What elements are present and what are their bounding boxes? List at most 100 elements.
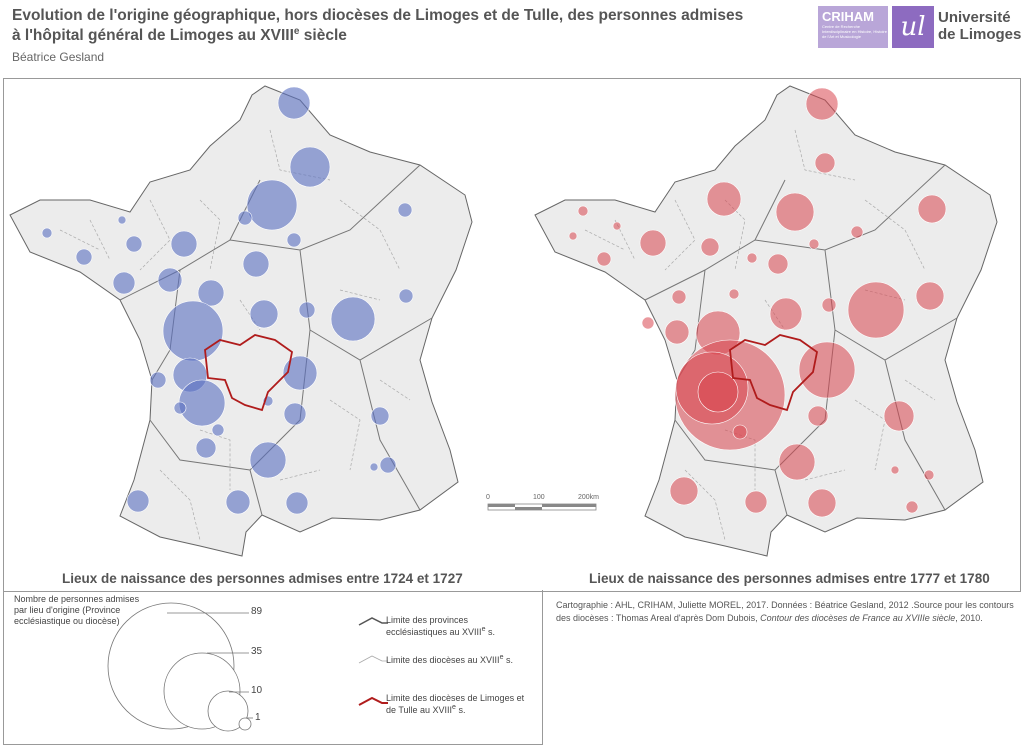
criham-logo: CRIHAM Centre de Recherche Interdiscipli… (818, 6, 888, 48)
origin-circle (249, 299, 279, 329)
origin-circle (697, 371, 739, 413)
univ-line-1: Université (938, 9, 1011, 26)
origin-circle (170, 230, 198, 258)
origin-circle (117, 215, 127, 225)
origin-circle (173, 401, 187, 415)
origin-circle (41, 227, 53, 239)
origin-circle (769, 297, 803, 331)
origin-circle (330, 296, 376, 342)
origin-circle (246, 179, 298, 231)
legend-province-line (358, 617, 388, 626)
origin-circle (369, 462, 379, 472)
origin-circle (746, 252, 758, 264)
origin-circle (162, 300, 224, 362)
origin-circle (639, 229, 667, 257)
origin-circle (850, 225, 864, 239)
universite-name: Université de Limoges (938, 9, 1021, 43)
title-line-1: Evolution de l'origine géographique, hor… (12, 7, 744, 24)
title-end: siècle (299, 27, 347, 44)
title-sup: e (293, 25, 300, 37)
criham-name: CRIHAM (822, 9, 874, 24)
suffix: s. (455, 705, 466, 715)
origin-circle (917, 194, 947, 224)
origin-circle (728, 288, 740, 300)
origin-circle (890, 465, 900, 475)
legend-circle-10 (207, 690, 249, 732)
france-outline (534, 85, 998, 557)
univ-line-2: de Limoges (938, 26, 1022, 43)
origin-circle (149, 371, 167, 389)
legend-value-1: 1 (255, 712, 261, 723)
legend-dioceses-label: Limite des diocèses au XVIIIe s. (386, 654, 536, 666)
origin-circle (289, 146, 331, 188)
credits-italic: Contour des diocèses de France au XVIIIe… (760, 613, 956, 623)
origin-circle (732, 424, 748, 440)
universite-logo-mark: ul (892, 6, 934, 48)
origin-circle (283, 402, 307, 426)
map-caption-right: Lieux de naissance des personnes admises… (589, 571, 990, 586)
sup: e (499, 654, 504, 661)
origin-circle (398, 288, 414, 304)
origin-circle (277, 86, 311, 120)
origin-circle (847, 281, 905, 339)
france-outline (9, 85, 473, 557)
legend-provinces-label: Limite des provinces ecclésiastiques au … (386, 614, 526, 638)
origin-circle (157, 267, 183, 293)
origin-circle (237, 210, 253, 226)
credits-text: Cartographie : AHL, CRIHAM, Juliette MOR… (556, 600, 1014, 623)
legend-limoges-label: Limite des diocèses de Limoges et de Tul… (386, 692, 536, 716)
origin-circle (75, 248, 93, 266)
poster-title: Evolution de l'origine géographique, hor… (12, 6, 812, 46)
origin-circle (778, 443, 816, 481)
origin-circle (112, 271, 136, 295)
origin-circle (397, 202, 413, 218)
origin-circle (798, 341, 856, 399)
origin-circle (197, 279, 225, 307)
legend-circle-1 (238, 717, 252, 731)
origin-circle (225, 489, 251, 515)
origin-circle (298, 301, 316, 319)
origin-circle (744, 490, 768, 514)
legend-limoges-text: Limite des diocèses de Limoges et de Tul… (386, 693, 525, 715)
origin-circle (915, 281, 945, 311)
author: Béatrice Gesland (12, 50, 105, 64)
legend: Nombre de personnes admises par lieu d'o… (3, 590, 543, 745)
origin-circle (577, 205, 589, 217)
title-line-2: à l'hôpital général de Limoges au XVIII (12, 27, 294, 44)
origin-circle (905, 500, 919, 514)
origin-circle (125, 235, 143, 253)
origin-circle (195, 437, 217, 459)
credits-end: , 2010. (955, 613, 983, 623)
origin-circle (807, 488, 837, 518)
map-1777-1780 (534, 85, 998, 557)
limoges-tulle-boundary (204, 334, 293, 412)
map-1724-1727 (9, 85, 473, 557)
legend-diocese-line (358, 655, 388, 664)
origin-circle (126, 489, 150, 513)
origin-circle (211, 423, 225, 437)
suffix: s. (503, 655, 513, 665)
origin-circle (379, 456, 397, 474)
origin-circle (700, 237, 720, 257)
legend-value-35: 35 (251, 646, 263, 657)
origin-circle (923, 469, 935, 481)
origin-circle (596, 251, 612, 267)
origin-circle (568, 231, 578, 241)
origin-circle (664, 319, 690, 345)
origin-circle (178, 379, 226, 427)
origin-circle (821, 297, 837, 313)
legend-dioceses-text: Limite des diocèses au XVIII (386, 655, 500, 665)
origin-circle (671, 289, 687, 305)
legend-value-89: 89 (251, 606, 263, 617)
suffix: s. (485, 627, 495, 637)
legend-value-10: 10 (251, 685, 263, 696)
origin-circle (370, 406, 390, 426)
origin-circle (883, 400, 915, 432)
origin-circle (286, 232, 302, 248)
origin-circle (242, 250, 270, 278)
origin-circle (805, 87, 839, 121)
origin-circle (814, 152, 836, 174)
logos: CRIHAM Centre de Recherche Interdiscipli… (818, 6, 1024, 50)
